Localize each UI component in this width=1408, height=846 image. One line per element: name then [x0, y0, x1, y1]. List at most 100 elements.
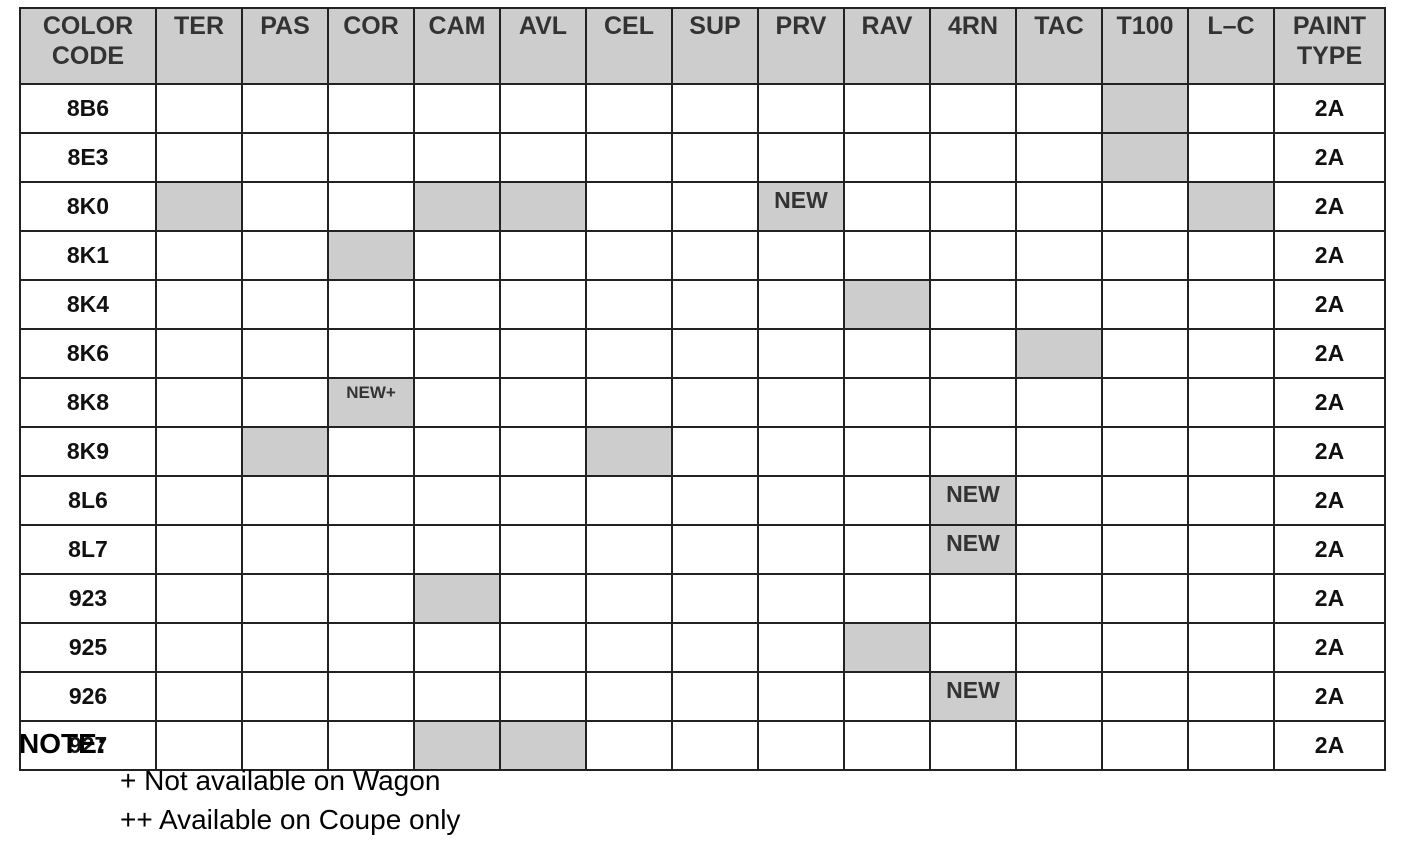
shaded-cell: NEW [929, 671, 1017, 722]
empty-cell [241, 328, 329, 379]
empty-cell [929, 622, 1017, 673]
header-cell: PRV [757, 7, 845, 85]
empty-cell [843, 720, 931, 771]
empty-cell [1101, 230, 1189, 281]
empty-cell [1187, 279, 1275, 330]
empty-cell [757, 132, 845, 183]
empty-cell [327, 524, 415, 575]
empty-cell [413, 475, 501, 526]
empty-cell [929, 181, 1017, 232]
empty-cell [413, 279, 501, 330]
empty-cell [499, 573, 587, 624]
shaded-cell [1015, 328, 1103, 379]
empty-cell [327, 622, 415, 673]
empty-cell [241, 377, 329, 428]
empty-cell [413, 622, 501, 673]
empty-cell [757, 426, 845, 477]
color-code: 8L6 [19, 475, 157, 526]
empty-cell [241, 279, 329, 330]
empty-cell [757, 83, 845, 134]
empty-cell [843, 328, 931, 379]
empty-cell [585, 181, 673, 232]
empty-cell [155, 524, 243, 575]
empty-cell [1101, 181, 1189, 232]
empty-cell [585, 132, 673, 183]
header-cell: CAM [413, 7, 501, 85]
empty-cell [843, 181, 931, 232]
empty-cell [499, 230, 587, 281]
table-row: 927 2A [19, 720, 1386, 771]
shaded-cell [413, 720, 501, 771]
empty-cell [671, 573, 759, 624]
empty-cell [585, 524, 673, 575]
paint-type: 2A [1273, 230, 1386, 281]
empty-cell [1015, 279, 1103, 330]
empty-cell [1187, 573, 1275, 624]
paint-type: 2A [1273, 671, 1386, 722]
paint-type: 2A [1273, 279, 1386, 330]
shaded-cell [413, 181, 501, 232]
empty-cell [929, 132, 1017, 183]
empty-cell [241, 83, 329, 134]
paint-type: 2A [1273, 475, 1386, 526]
shaded-cell: NEW [929, 475, 1017, 526]
empty-cell [413, 328, 501, 379]
empty-cell [155, 573, 243, 624]
empty-cell [585, 377, 673, 428]
empty-cell [671, 279, 759, 330]
empty-cell [241, 230, 329, 281]
empty-cell [671, 426, 759, 477]
empty-cell [1187, 230, 1275, 281]
empty-cell [671, 524, 759, 575]
empty-cell [155, 720, 243, 771]
empty-cell [327, 83, 415, 134]
empty-cell [413, 132, 501, 183]
shaded-cell [155, 181, 243, 232]
empty-cell [499, 475, 587, 526]
empty-cell [327, 279, 415, 330]
empty-cell [1101, 279, 1189, 330]
empty-cell [1015, 573, 1103, 624]
empty-cell [241, 720, 329, 771]
empty-cell [1015, 83, 1103, 134]
empty-cell [499, 622, 587, 673]
table-row: 8B6 2A [19, 83, 1386, 134]
note-line: + Not available on Wagon [120, 765, 441, 796]
empty-cell [1101, 328, 1189, 379]
empty-cell [585, 720, 673, 771]
empty-cell [155, 230, 243, 281]
empty-cell [241, 475, 329, 526]
empty-cell [241, 671, 329, 722]
table-row: 926 NEW 2A [19, 671, 1386, 722]
empty-cell [327, 720, 415, 771]
header-cell: L–C [1187, 7, 1275, 85]
table-row: 8K8 NEW+ 2A [19, 377, 1386, 428]
empty-cell [1101, 720, 1189, 771]
shaded-cell [327, 230, 415, 281]
shaded-cell [241, 426, 329, 477]
empty-cell [1015, 230, 1103, 281]
color-code: 8K6 [19, 328, 157, 379]
empty-cell [499, 83, 587, 134]
empty-cell [499, 377, 587, 428]
color-code: 925 [19, 622, 157, 673]
empty-cell [327, 671, 415, 722]
empty-cell [327, 475, 415, 526]
header-cell: 4RN [929, 7, 1017, 85]
empty-cell [413, 230, 501, 281]
empty-cell [585, 328, 673, 379]
table-row: 8E3 2A [19, 132, 1386, 183]
color-code: 8K8 [19, 377, 157, 428]
paint-type: 2A [1273, 426, 1386, 477]
empty-cell [1187, 377, 1275, 428]
empty-cell [413, 83, 501, 134]
empty-cell [499, 328, 587, 379]
empty-cell [155, 377, 243, 428]
color-code: 8E3 [19, 132, 157, 183]
note-title: NOTE: [19, 728, 107, 759]
color-code: 8K9 [19, 426, 157, 477]
empty-cell [1187, 426, 1275, 477]
table-row: 8K1 2A [19, 230, 1386, 281]
header-cell: PAINT TYPE [1273, 7, 1386, 85]
